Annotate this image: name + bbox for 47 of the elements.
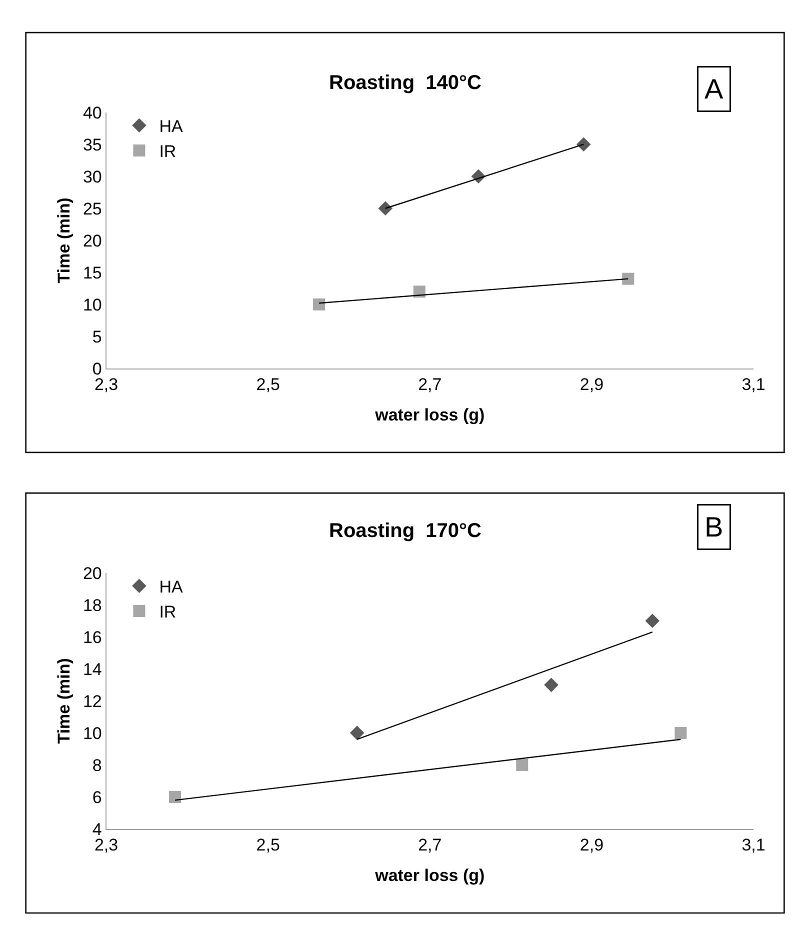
x-tick-label: 3,1 (742, 835, 766, 854)
y-tick-label: 12 (82, 692, 102, 711)
y-tick-label: 16 (82, 628, 102, 647)
y-tick-label: 10 (82, 724, 102, 743)
x-tick-label: 2,9 (580, 835, 604, 854)
y-tick-label: 5 (92, 327, 102, 346)
point (413, 286, 426, 298)
y-axis-title: Time (min) (54, 198, 74, 284)
y-tick-label: 20 (82, 231, 102, 250)
chart-title: Roasting 170°C (329, 520, 482, 542)
x-tick-label: 3,1 (742, 374, 766, 394)
y-tick-label: 6 (92, 788, 102, 807)
point (378, 201, 393, 216)
text: B (704, 512, 724, 542)
y-tick-label: 18 (82, 596, 102, 615)
x-tick-label: 2,9 (580, 374, 604, 394)
x-axis-title: water loss (g) (374, 866, 485, 885)
x-axis-title: water loss (g) (374, 405, 485, 424)
y-tick-label: 14 (82, 660, 102, 679)
x-tick-label: 2,7 (418, 835, 442, 854)
point (674, 726, 687, 739)
legend-label: HA (159, 116, 184, 136)
point (622, 272, 634, 285)
chart-title: Roasting 140°C (329, 72, 482, 94)
point (169, 790, 182, 803)
legend-label: IR (159, 142, 176, 162)
text: A (704, 74, 724, 104)
x-tick-label: 2,7 (418, 374, 442, 394)
x-tick-label: 2,5 (256, 374, 280, 394)
y-tick-label: 30 (82, 167, 102, 186)
point (544, 678, 558, 692)
y-axis-title: Time (min) (54, 658, 74, 744)
point (516, 758, 528, 771)
y-tick-label: 20 (82, 564, 102, 583)
point (576, 137, 591, 152)
x-tick-label: 2,5 (256, 835, 280, 854)
y-tick-label: 40 (82, 103, 102, 122)
y-tick-label: 35 (82, 135, 102, 154)
point (313, 298, 326, 310)
point (350, 726, 364, 740)
y-tick-label: 25 (82, 199, 102, 218)
legend-label: IR (159, 602, 176, 622)
legend-label: HA (159, 578, 184, 597)
y-tick-label: 8 (92, 756, 102, 775)
point (645, 614, 660, 628)
y-tick-label: 10 (82, 295, 102, 314)
y-tick-label: 15 (82, 263, 102, 282)
